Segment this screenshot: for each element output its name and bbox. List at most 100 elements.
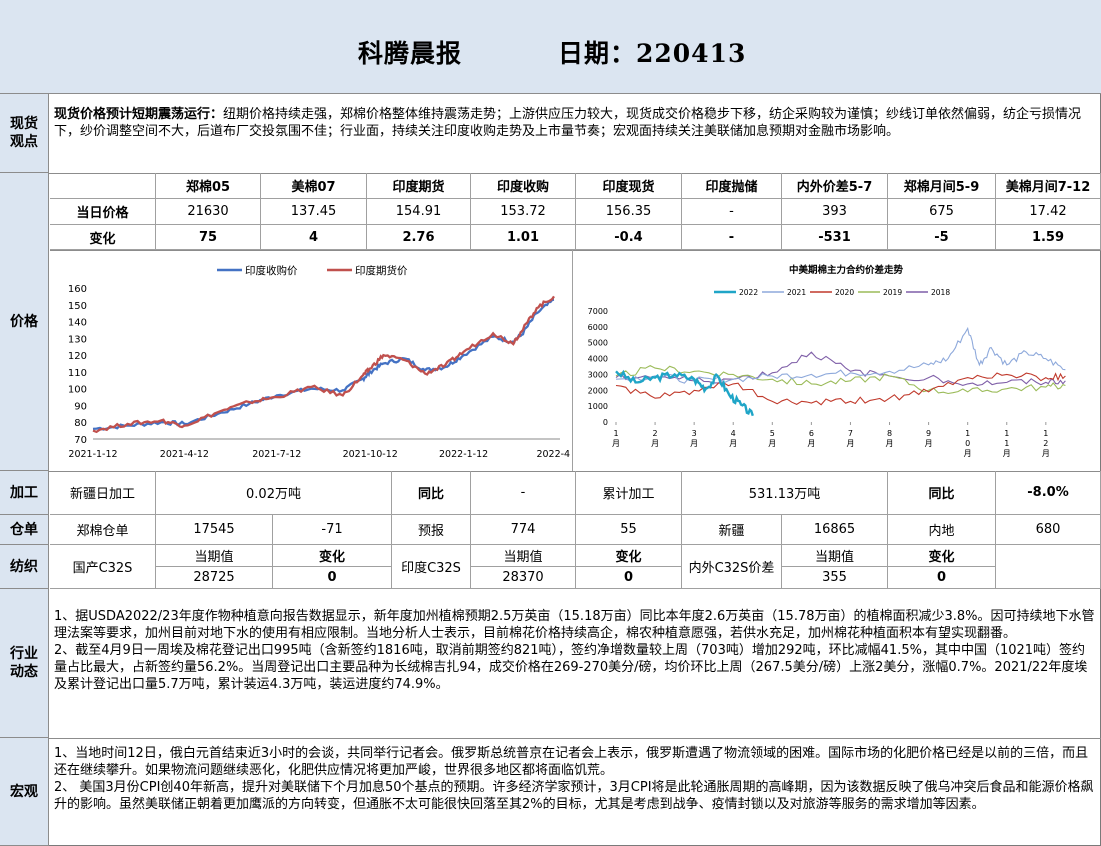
india-chg-label: 变化 [576, 545, 682, 567]
domestic-cur-value: 28725 [156, 567, 273, 589]
price-cell: - [682, 199, 782, 225]
macro-item-2: 2、 美国3月份CPI创40年新高，提升对美联储下个月加息50个基点的预期。许多… [54, 780, 1094, 812]
zce-receipt-change: -71 [273, 515, 392, 545]
spot-label: 现货 观点 [0, 94, 49, 173]
forecast-change: 55 [576, 515, 682, 545]
y-tick-label: 7000 [588, 307, 608, 316]
y-tick-label: 160 [68, 284, 87, 295]
spot-headline: 现货价格预计短期震荡运行： [54, 107, 224, 122]
xinjiang-daily-label: 新疆日加工 [50, 471, 156, 515]
x-tick-label: 3 [692, 429, 697, 438]
x-tick-label: 月 [886, 439, 894, 448]
price-cell: -0.4 [576, 225, 682, 250]
legend-label: 2021 [787, 288, 806, 297]
legend-label: 2019 [883, 288, 902, 297]
y-tick-label: 100 [68, 385, 87, 396]
spread-chg-value: 0 [888, 567, 996, 589]
series-line-futures [92, 295, 555, 434]
legend-label: 2018 [931, 288, 950, 297]
x-tick-label: 2021-10-12 [343, 449, 398, 460]
inland-value: 680 [996, 515, 1101, 545]
x-tick-label: 月 [690, 439, 698, 448]
x-tick-label: 月 [768, 439, 776, 448]
x-tick-label: 月 [964, 449, 972, 458]
textile-label: 纺织 [0, 545, 49, 589]
price-cell: 1.01 [471, 225, 576, 250]
y-tick-label: 150 [68, 301, 87, 312]
price-header-corner [50, 173, 156, 199]
xinjiang-label: 新疆 [682, 515, 782, 545]
y-tick-label: 70 [74, 435, 87, 446]
india-c32s-label: 印度C32S [392, 545, 471, 589]
spread-cur-label: 当期值 [782, 545, 888, 567]
price-cell: 21630 [156, 199, 261, 225]
x-tick-label: 月 [729, 439, 737, 448]
series-line-2018 [615, 351, 1066, 386]
price-cell: 4 [261, 225, 367, 250]
price-col-header: 郑棉05 [156, 173, 261, 199]
x-tick-label: 1 [1004, 439, 1009, 448]
price-cell: 1.59 [996, 225, 1101, 250]
x-tick-label: 2 [653, 429, 658, 438]
x-tick-label: 1 [613, 429, 618, 438]
spot-body: 纽期价格持续走强，郑棉价格整体维持震荡走势；上游供应压力较大，现货成交价格稳步下… [54, 107, 1082, 139]
x-tick-label: 4 [731, 429, 736, 438]
domestic-cur-label: 当期值 [156, 545, 273, 567]
price-col-header: 内外价差5-7 [782, 173, 888, 199]
price-col-header: 印度收购 [471, 173, 576, 199]
price-col-header: 美棉月间7-12 [996, 173, 1101, 199]
report-title: 科腾晨报 [358, 39, 463, 68]
report-header: 科腾晨报 日期：220413 [0, 0, 1101, 94]
price-cell: 75 [156, 225, 261, 250]
x-tick-label: 9 [926, 429, 931, 438]
y-tick-label: 1000 [588, 402, 608, 411]
price-cell: 17.42 [996, 199, 1101, 225]
forecast-label: 预报 [392, 515, 471, 545]
series-line-2022 [615, 369, 754, 417]
series-line-purchase [92, 298, 555, 431]
price-cell: 154.91 [367, 199, 471, 225]
x-tick-label: 2022-1-12 [439, 449, 488, 460]
x-tick-label: 6 [809, 429, 814, 438]
yoy-label-2: 同比 [888, 471, 996, 515]
india-price-chart: 70 80 90 100 110 120 130 140 150 160 2021-1-12 2021… [68, 264, 570, 460]
y-tick-label: 5000 [588, 339, 608, 348]
domestic-chg-value: 0 [273, 567, 392, 589]
industry-news: 1、据USDA2022/23年度作物种植意向报告数据显示，新年度加州植棉预期2.… [50, 605, 1101, 738]
legend-label: 印度期货价 [355, 264, 408, 277]
macro-item-1: 1、当地时间12日，俄白元首结束近3小时的会谈，共同举行记者会。俄罗斯总统普京在… [54, 746, 1089, 778]
x-tick-label: 1 [1043, 429, 1048, 438]
price-col-header: 美棉07 [261, 173, 367, 199]
y-tick-label: 130 [68, 334, 87, 345]
cumulative-label: 累计加工 [576, 471, 682, 515]
x-tick-label: 0 [965, 439, 970, 448]
x-tick-label: 2021-1-12 [68, 449, 117, 460]
domestic-c32s-label: 国产C32S [50, 545, 156, 589]
x-tick-label: 2021-7-12 [252, 449, 301, 460]
series-line-2019 [615, 364, 1066, 395]
y-tick-label: 120 [68, 351, 87, 362]
y-tick-label: 90 [74, 401, 87, 412]
legend-label: 印度收购价 [245, 264, 298, 277]
price-cell: -5 [888, 225, 996, 250]
price-row-label: 变化 [50, 225, 156, 250]
x-tick-label: 月 [925, 439, 933, 448]
x-tick-label: 1 [1004, 429, 1009, 438]
x-tick-label: 2 [1043, 439, 1048, 448]
y-tick-label: 4000 [588, 355, 608, 364]
domestic-chg-label: 变化 [273, 545, 392, 567]
price-cell: 675 [888, 199, 996, 225]
forecast-value: 774 [471, 515, 576, 545]
xinjiang-value: 16865 [782, 515, 888, 545]
chart-title: 中美期棉主力合约价差走势 [789, 264, 904, 276]
price-cell: - [682, 225, 782, 250]
yoy-value-1: - [471, 471, 576, 515]
legend-label: 2022 [739, 288, 758, 297]
spread-c32s-label: 内外C32S价差 [682, 545, 782, 589]
price-row-label: 当日价格 [50, 199, 156, 225]
processing-label: 加工 [0, 471, 49, 515]
warehouse-label: 仓单 [0, 515, 49, 545]
macro-news: 1、当地时间12日，俄白元首结束近3小时的会谈，共同举行记者会。俄罗斯总统普京在… [50, 742, 1101, 845]
price-cell: 153.72 [471, 199, 576, 225]
